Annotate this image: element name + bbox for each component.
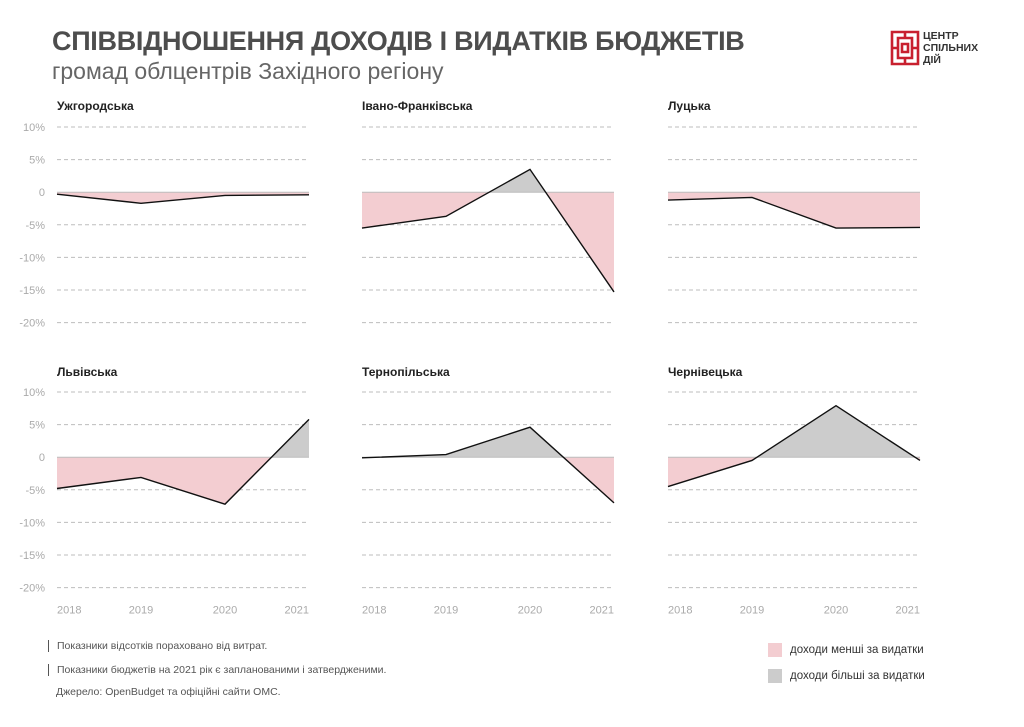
panel-title: Луцька — [668, 99, 711, 113]
y-tick-label: 5% — [29, 155, 45, 167]
y-tick-label: -5% — [25, 485, 45, 497]
area-negative — [668, 457, 752, 487]
footnote-source: Джерело: OpenBudget та офіційні сайти ОМ… — [56, 686, 281, 698]
panel-title: Львівська — [57, 365, 118, 379]
series-line — [56, 418, 310, 505]
y-tick-label: -10% — [19, 517, 45, 529]
y-tick-label: 0 — [39, 187, 45, 199]
y-tick-label: 5% — [29, 420, 45, 432]
area-negative — [836, 192, 920, 229]
panel-title: Чернівецька — [668, 365, 743, 379]
page-subtitle: громад облцентрів Західного регіону — [52, 58, 444, 84]
area-negative — [141, 192, 225, 204]
logo-line-3: ДІЙ — [923, 54, 941, 66]
x-tick-label: 2021 — [896, 605, 920, 617]
x-tick-label: 2021 — [285, 605, 309, 617]
area-negative — [57, 457, 141, 489]
panel-3: Луцька — [667, 99, 921, 324]
x-tick-label: 2020 — [824, 605, 848, 617]
panel-1: Ужгородська 10% 5% 0 -5% -10% -15% -20% — [19, 99, 310, 330]
area-negative — [141, 457, 225, 505]
x-tick-label: 2021 — [590, 605, 614, 617]
panel-4: Львівська 10% 5% 0 -5% -10% -15% -20% 2018 2019 20… — [19, 365, 310, 617]
logo: ЦЕНТР СПІЛЬНИХ ДІЙ — [890, 30, 1000, 70]
legend-label-negative: доходи менші за видатки — [790, 644, 924, 656]
x-tick-label: 2020 — [213, 605, 237, 617]
y-tick-label: 0 — [39, 452, 45, 464]
x-tick-label: 2019 — [740, 605, 764, 617]
y-tick-label: -20% — [19, 318, 45, 330]
x-tick-label: 2019 — [129, 605, 153, 617]
footnote-percent-basis: Показники відсотків пораховано від витра… — [48, 640, 267, 652]
x-tick-label: 2018 — [362, 605, 386, 617]
page-title: СПІВВІДНОШЕННЯ ДОХОДІВ І ВИДАТКІВ БЮДЖЕТ… — [52, 26, 745, 56]
panel-title: Івано-Франківська — [362, 99, 473, 113]
legend-swatch-negative — [768, 643, 782, 657]
series-line — [667, 196, 921, 229]
series-line — [56, 193, 310, 204]
x-tick-label: 2018 — [668, 605, 692, 617]
x-tick-label: 2018 — [57, 605, 81, 617]
panel-title: Ужгородська — [57, 99, 134, 113]
logo-text: ЦЕНТР СПІЛЬНИХ ДІЙ — [923, 30, 978, 66]
logo-line-2: СПІЛЬНИХ — [923, 42, 979, 54]
logo-mark-icon — [890, 30, 920, 66]
x-tick-label: 2020 — [518, 605, 542, 617]
y-tick-label: 10% — [23, 122, 45, 134]
panel-title: Тернопільська — [362, 365, 450, 379]
panel-5: Тернопільська 2018 2019 2020 2021 — [361, 365, 615, 617]
x-tick-label: 2019 — [434, 605, 458, 617]
y-tick-label: -15% — [19, 550, 45, 562]
legend-label-positive: доходи більші за видатки — [790, 670, 925, 682]
legend-swatch-positive — [768, 669, 782, 683]
y-tick-label: -10% — [19, 252, 45, 264]
area-negative — [752, 192, 836, 229]
logo-line-1: ЦЕНТР — [923, 30, 959, 42]
panel-2: Івано-Франківська — [361, 99, 615, 324]
series-line — [667, 404, 921, 488]
series-line — [361, 426, 615, 504]
panel-6: Чернівецька 2018 2019 2020 2021 — [667, 365, 921, 617]
series-line — [361, 168, 615, 293]
y-tick-label: -15% — [19, 285, 45, 297]
y-tick-label: 10% — [23, 387, 45, 399]
y-tick-label: -20% — [19, 583, 45, 595]
footnote-2021-plan: Показники бюджетів на 2021 рік є заплано… — [48, 664, 386, 676]
y-tick-label: -5% — [25, 220, 45, 232]
